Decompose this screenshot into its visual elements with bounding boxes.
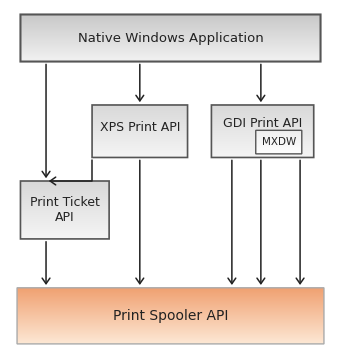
Text: Native Windows Application: Native Windows Application [78,31,263,45]
Text: MXDW: MXDW [262,137,296,147]
FancyBboxPatch shape [256,130,302,154]
FancyBboxPatch shape [20,181,109,239]
FancyBboxPatch shape [20,14,321,62]
Text: GDI Print API: GDI Print API [223,118,302,130]
FancyBboxPatch shape [211,105,314,157]
FancyBboxPatch shape [92,105,188,157]
Text: XPS Print API: XPS Print API [100,121,180,134]
Text: Print Spooler API: Print Spooler API [113,309,228,323]
FancyBboxPatch shape [17,288,324,344]
Text: Print Ticket
API: Print Ticket API [30,196,100,224]
